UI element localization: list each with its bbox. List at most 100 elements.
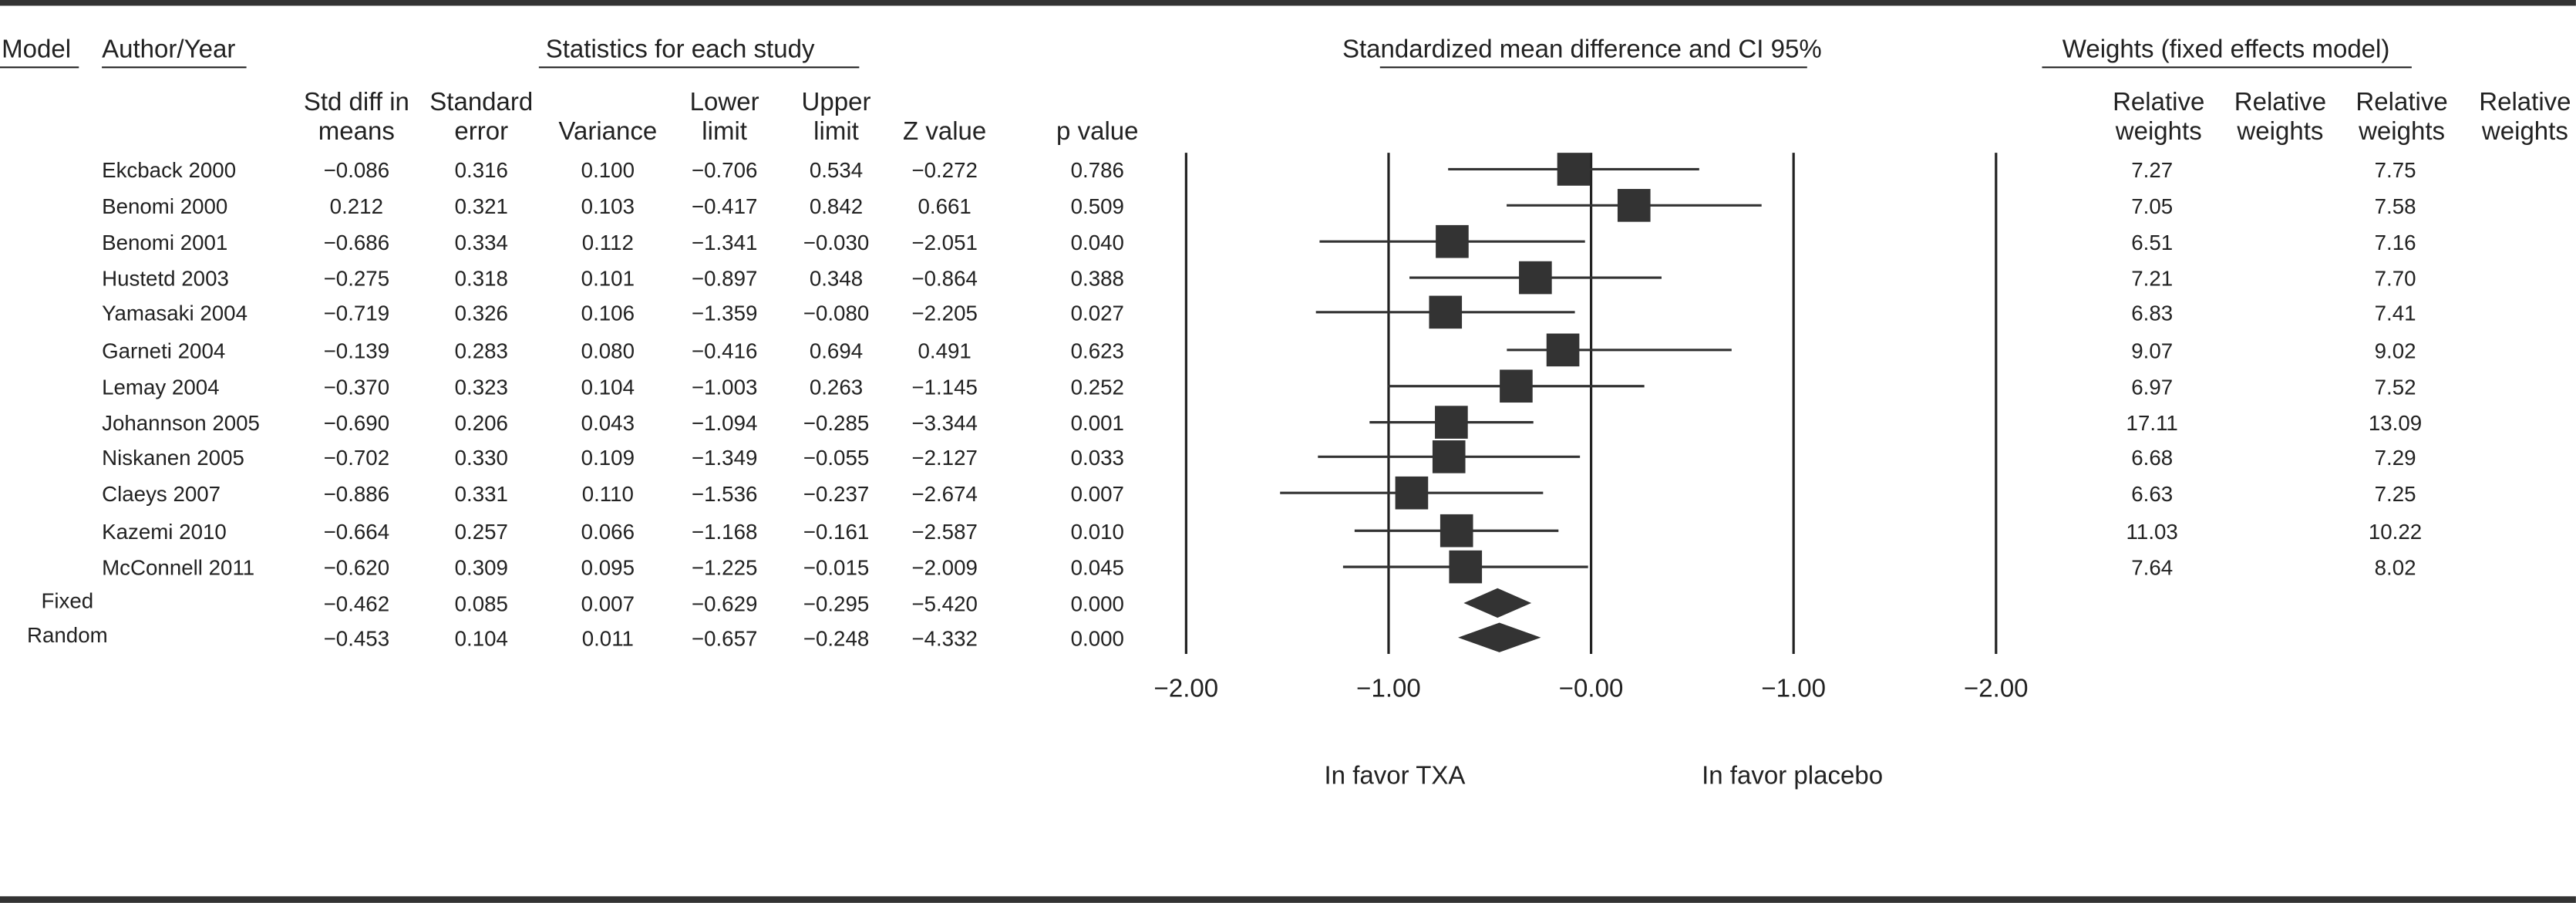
- cell: 0.007: [1070, 481, 1124, 507]
- cell: 6.68: [2131, 445, 2174, 470]
- cell: 0.623: [1070, 338, 1124, 363]
- cell: −0.086: [323, 157, 390, 183]
- cell: 0.309: [454, 555, 508, 581]
- column-header: Variance: [558, 118, 658, 147]
- cell: 0.080: [581, 338, 635, 363]
- point-estimate: [1546, 333, 1580, 367]
- cell: −1.145: [911, 374, 978, 399]
- cell: 0.110: [581, 481, 634, 507]
- cell: −0.272: [911, 157, 978, 183]
- cell: 0.388: [1070, 266, 1124, 291]
- header: Author/Year: [102, 35, 236, 65]
- cell: −0.629: [691, 591, 758, 617]
- cell: −0.657: [691, 625, 758, 651]
- cell: 0.043: [581, 410, 635, 436]
- cell: −0.080: [803, 300, 870, 325]
- point-estimate: [1500, 369, 1533, 403]
- cell: 0.491: [918, 338, 971, 363]
- study-label: Lemay 2004: [102, 374, 220, 399]
- cell: 0.000: [1070, 591, 1124, 617]
- header: Weights (fixed effects model): [2062, 35, 2390, 65]
- cell: 0.318: [454, 266, 508, 291]
- cell: 7.25: [2374, 481, 2416, 507]
- study-label: McConnell 2011: [102, 555, 255, 581]
- study-label: Kazemi 2010: [102, 519, 227, 544]
- cell: 0.330: [454, 445, 508, 470]
- study-label: Ekcback 2000: [102, 157, 237, 183]
- cell: 0.334: [454, 230, 508, 255]
- cell: 0.534: [809, 157, 864, 183]
- cell: −5.420: [911, 591, 978, 617]
- cell: 9.07: [2131, 338, 2174, 363]
- cell: 7.58: [2374, 194, 2416, 219]
- column-header: Standard error: [429, 89, 534, 147]
- x-tick-label: −0.00: [1558, 675, 1624, 703]
- cell: 0.007: [581, 591, 635, 617]
- column-header: Lower limit: [689, 89, 759, 147]
- cell: 0.252: [1070, 374, 1124, 399]
- cell: 0.842: [809, 194, 864, 219]
- cell: 7.27: [2131, 157, 2174, 183]
- cell: 0.786: [1070, 157, 1124, 183]
- cell: 0.104: [581, 374, 635, 399]
- cell: −2.674: [911, 481, 978, 507]
- cell: 0.045: [1070, 555, 1124, 581]
- x-tick-label: −2.00: [1153, 675, 1219, 703]
- cell: −2.205: [911, 300, 978, 325]
- cell: 0.103: [581, 194, 635, 219]
- study-label: Claeys 2007: [102, 481, 221, 507]
- summary-diamond: [1463, 588, 1532, 618]
- summary-diamond: [1458, 622, 1541, 652]
- annotation: In favor TXA: [1324, 762, 1466, 790]
- cell: 0.323: [454, 374, 508, 399]
- cell: −0.706: [691, 157, 758, 183]
- cell: −1.168: [691, 519, 758, 544]
- cell: −2.127: [911, 445, 978, 470]
- cell: 0.040: [1070, 230, 1124, 255]
- cell: 0.000: [1070, 625, 1124, 651]
- cell: 0.033: [1070, 445, 1124, 470]
- cell: 9.02: [2374, 338, 2416, 363]
- cell: 0.112: [581, 230, 634, 255]
- cell: 11.03: [2126, 519, 2178, 544]
- cell: 17.11: [2126, 410, 2178, 436]
- cell: 13.09: [2368, 410, 2423, 436]
- cell: 0.095: [581, 555, 635, 581]
- cell: 10.22: [2368, 519, 2423, 544]
- column-header: p value: [1056, 118, 1139, 147]
- cell: 0.331: [454, 481, 508, 507]
- cell: −0.620: [323, 555, 390, 581]
- study-label: Benomi 2001: [102, 230, 228, 255]
- cell: 0.326: [454, 300, 508, 325]
- cell: −0.690: [323, 410, 390, 436]
- header: Standardized mean difference and CI 95%: [1342, 35, 1822, 65]
- cell: 0.101: [581, 266, 635, 291]
- cell: 0.348: [809, 266, 864, 291]
- point-estimate: [1435, 406, 1468, 439]
- point-estimate: [1436, 224, 1469, 258]
- point-estimate: [1449, 550, 1483, 584]
- cell: −0.453: [323, 625, 390, 651]
- cell: 0.694: [809, 338, 864, 363]
- cell: 7.52: [2374, 374, 2416, 399]
- top-border: [0, 0, 2576, 6]
- study-label: Hustetd 2003: [102, 266, 229, 291]
- cell: 8.02: [2374, 555, 2416, 581]
- cell: −0.686: [323, 230, 390, 255]
- column-header: Std diff in means: [303, 89, 409, 147]
- bottom-border: [0, 896, 2576, 903]
- cell: 0.283: [454, 338, 508, 363]
- header: Model: [2, 35, 72, 65]
- cell: 0.509: [1070, 194, 1124, 219]
- cell: −0.864: [911, 266, 978, 291]
- cell: −2.587: [911, 519, 978, 544]
- cell: 6.63: [2131, 481, 2174, 507]
- cell: −3.344: [911, 410, 978, 436]
- cell: −0.275: [323, 266, 390, 291]
- study-label: Garneti 2004: [102, 338, 226, 363]
- cell: 7.21: [2131, 266, 2174, 291]
- model-label: Random: [26, 622, 108, 648]
- cell: −0.370: [323, 374, 390, 399]
- cell: −0.139: [323, 338, 390, 363]
- column-header: Upper limit: [801, 89, 871, 147]
